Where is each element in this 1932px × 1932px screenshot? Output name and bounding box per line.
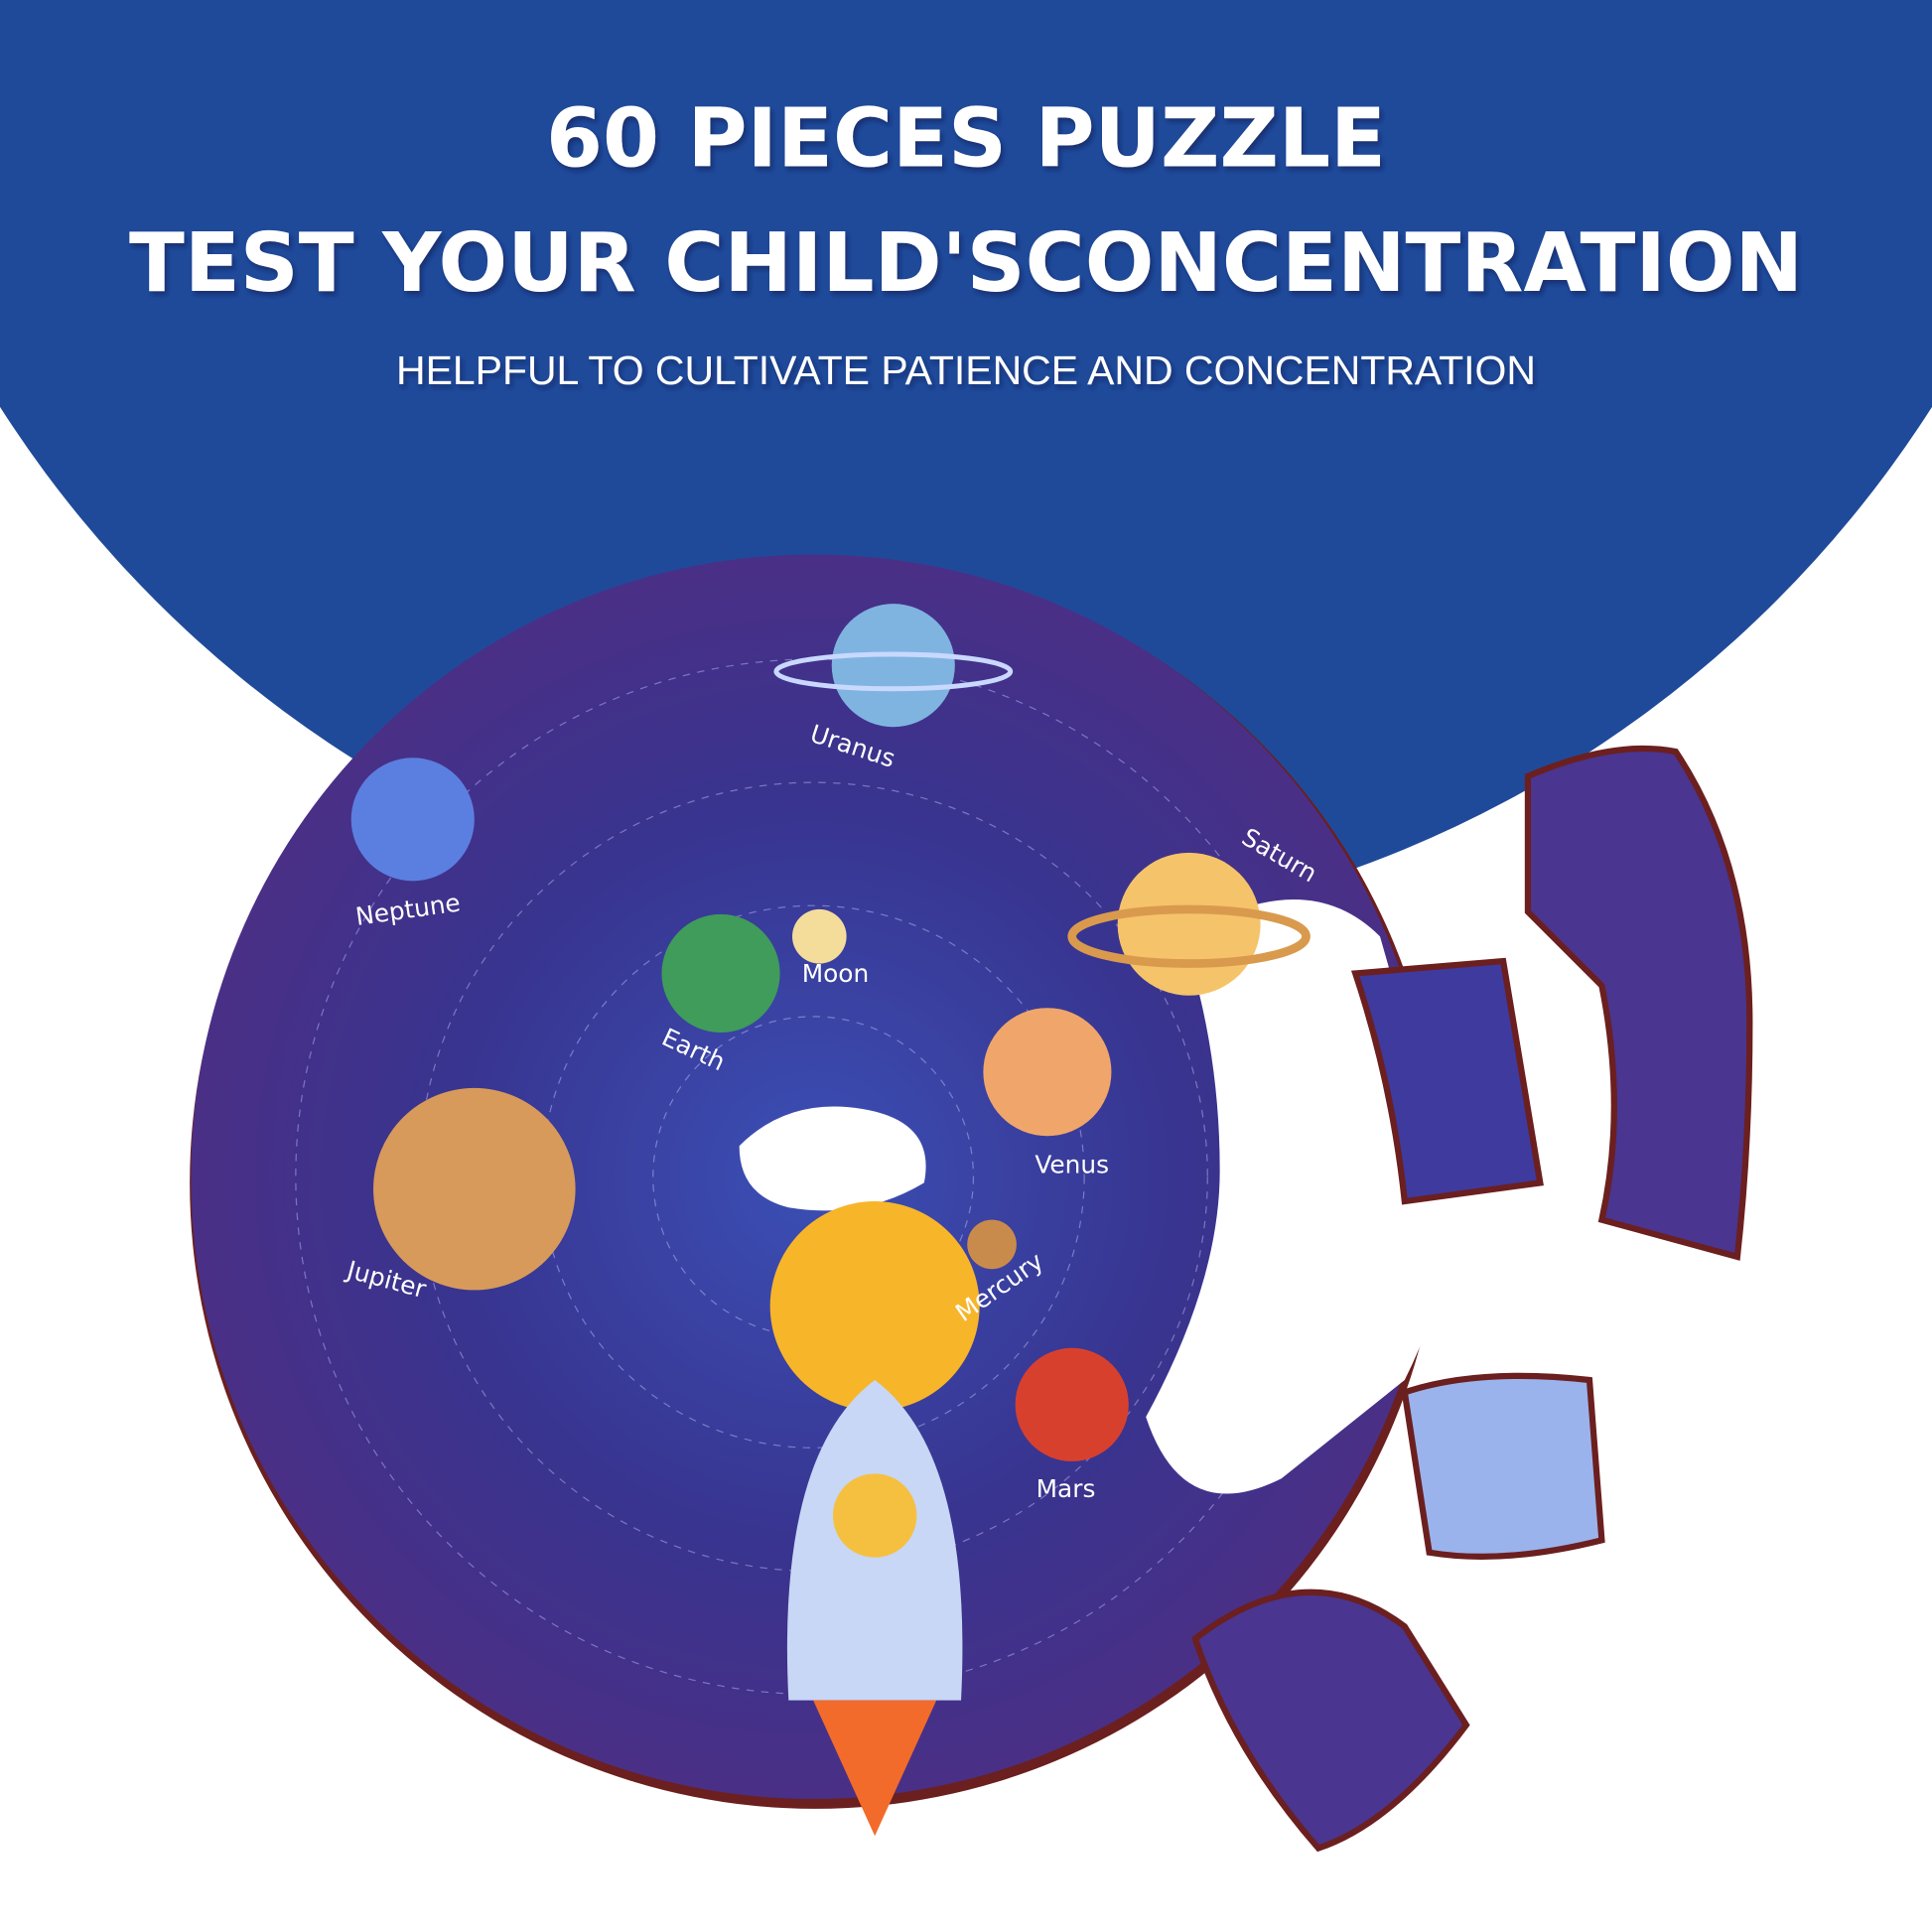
- puzzle-piece: [1524, 745, 1753, 1261]
- subtitle: HELPFUL TO CULTIVATE PATIENCE AND CONCEN…: [396, 347, 1536, 393]
- planet-ring: [1067, 904, 1311, 968]
- missing-area: [1146, 898, 1449, 1494]
- planet-ring: [773, 651, 1014, 692]
- puzzle-piece: [1350, 957, 1544, 1205]
- planet: [831, 604, 955, 728]
- headline: 60 PIECES PUZZLE: [546, 92, 1386, 187]
- puzzle-piece: [1401, 1372, 1605, 1560]
- planet: [661, 913, 780, 1034]
- headline: TEST YOUR CHILD'SCONCENTRATION: [129, 216, 1803, 311]
- planet: [350, 758, 475, 882]
- planet-label: Moon: [802, 959, 870, 988]
- planet: [967, 1219, 1017, 1270]
- rocket-flame: [813, 1700, 937, 1837]
- planet-label: Mars: [1036, 1474, 1096, 1503]
- sun: [769, 1201, 980, 1412]
- planet: [373, 1087, 576, 1291]
- loose-pieces: [1191, 745, 1753, 1853]
- rocket-window: [832, 1473, 917, 1558]
- planet-label: Venus: [1035, 1151, 1109, 1179]
- missing-piece: [739, 1106, 926, 1211]
- puzzle-piece: [1191, 1588, 1470, 1853]
- planet: [983, 1008, 1112, 1137]
- planet: [792, 908, 847, 964]
- planet: [1117, 852, 1261, 996]
- puzzle: Uranus Saturn Neptune Moon Earth Venus J…: [190, 554, 1449, 1837]
- planet: [1015, 1347, 1129, 1461]
